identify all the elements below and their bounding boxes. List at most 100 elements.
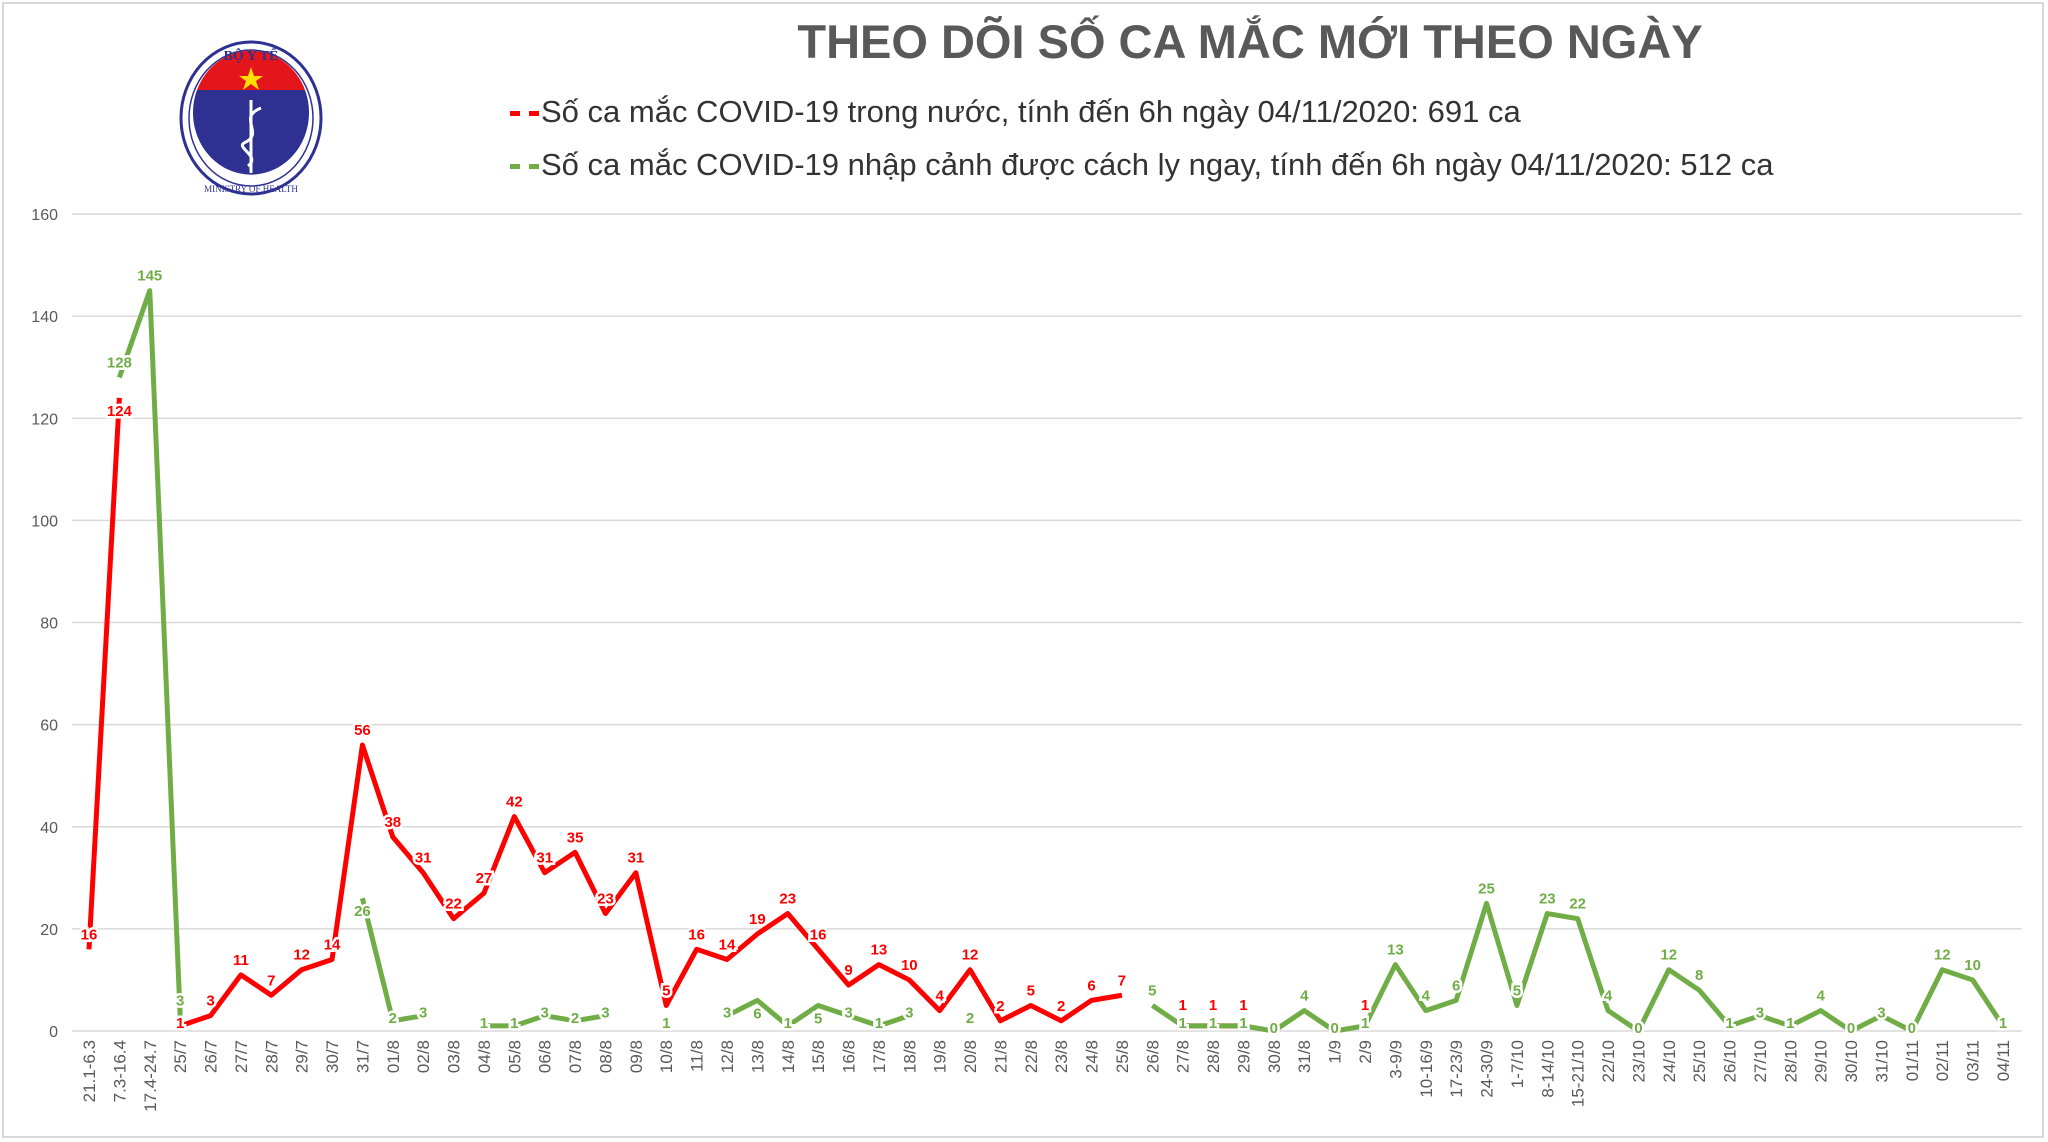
- x-tick-label: 17.4-24.7: [141, 1040, 160, 1112]
- x-tick-label: 11/8: [688, 1040, 707, 1072]
- series-line-1: [1150, 900, 2006, 1034]
- data-label: 23: [779, 891, 796, 908]
- x-tick-label: 12/8: [718, 1040, 737, 1073]
- data-label: 1: [510, 1015, 518, 1032]
- x-tick-label: 2/9: [1356, 1040, 1375, 1064]
- svg-text:MINISTRY OF HEALTH: MINISTRY OF HEALTH: [204, 184, 298, 194]
- data-label: 3: [206, 993, 214, 1010]
- data-label: 31: [536, 850, 553, 867]
- y-tick-label: 20: [40, 922, 58, 939]
- data-label: 16: [688, 926, 705, 943]
- x-tick-label: 01/8: [384, 1040, 403, 1073]
- x-tick-label: 07/8: [566, 1040, 585, 1073]
- data-label: 6: [753, 1005, 761, 1022]
- data-label: 12: [293, 947, 310, 964]
- x-tick-label: 28/8: [1204, 1040, 1223, 1073]
- x-tick-label: 31/7: [353, 1040, 372, 1073]
- x-tick-label: 04/8: [475, 1040, 494, 1073]
- x-tick-label: 24-30/9: [1478, 1040, 1497, 1098]
- x-tick-label: 17-23/9: [1447, 1040, 1466, 1098]
- x-tick-label: 15-21/10: [1569, 1040, 1588, 1107]
- data-label: 8: [1695, 967, 1703, 984]
- series-line-0: [179, 742, 1123, 1029]
- x-tick-label: 04/11: [1994, 1040, 2013, 1081]
- data-label: 12: [962, 947, 979, 964]
- x-tick-label: 27/10: [1751, 1040, 1770, 1083]
- data-label: 1: [480, 1015, 488, 1032]
- data-label: 31: [628, 850, 645, 867]
- data-label: 3: [601, 1005, 609, 1022]
- data-label: 3: [541, 1005, 549, 1022]
- data-label: 25: [1478, 880, 1495, 897]
- data-label: 5: [1027, 982, 1035, 999]
- data-label: 0: [1908, 1020, 1916, 1037]
- x-tick-label: 20/8: [961, 1040, 980, 1073]
- data-label: 1: [1239, 997, 1247, 1014]
- series-line-1: [725, 997, 911, 1029]
- data-label: 2: [389, 1010, 397, 1027]
- data-label: 1: [1179, 1015, 1187, 1032]
- data-label: 2: [571, 1010, 579, 1027]
- data-label: 9: [844, 962, 852, 979]
- data-label: 4: [935, 988, 944, 1005]
- data-label: 31: [415, 850, 432, 867]
- data-label: 0: [1330, 1020, 1338, 1037]
- data-label: 1: [784, 1015, 792, 1032]
- data-label: 2: [996, 998, 1004, 1015]
- data-label: 12: [1934, 947, 1951, 964]
- x-tick-label: 29/8: [1234, 1040, 1253, 1073]
- y-tick-label: 120: [31, 411, 58, 428]
- data-label: 5: [662, 982, 670, 999]
- x-tick-label: 10/8: [657, 1040, 676, 1073]
- data-label: 128: [107, 354, 132, 371]
- x-tick-label: 26/8: [1143, 1040, 1162, 1073]
- x-tick-label: 30/10: [1842, 1040, 1861, 1083]
- legend-marker-green: [529, 164, 539, 170]
- data-label: 3: [176, 993, 184, 1010]
- x-tick-label: 06/8: [536, 1040, 555, 1073]
- chart-title: THEO DÕI SỐ CA MẮC MỚI THEO NGÀY: [797, 15, 1703, 68]
- x-tick-label: 28/10: [1781, 1040, 1800, 1083]
- x-tick-label: 28/7: [262, 1040, 281, 1073]
- series-line-1: [117, 288, 183, 1016]
- data-label: 38: [384, 814, 401, 831]
- data-label: 6: [1087, 977, 1095, 994]
- data-label: 1: [1361, 1015, 1369, 1032]
- data-label: 3: [419, 1005, 427, 1022]
- x-tick-label: 30/8: [1265, 1040, 1284, 1073]
- data-label: 11: [233, 952, 249, 969]
- x-tick-label: 16/8: [840, 1040, 859, 1073]
- data-label: 13: [1387, 942, 1404, 959]
- legend-item-domestic: Số ca mắc COVID-19 trong nước, tính đến …: [510, 94, 1521, 130]
- data-label: 3: [1877, 1005, 1885, 1022]
- data-label: 1: [662, 1015, 670, 1032]
- x-tick-label: 19/8: [931, 1040, 950, 1073]
- svg-text:BỘ Y TẾ: BỘ Y TẾ: [224, 47, 279, 64]
- x-tick-label: 21/8: [991, 1040, 1010, 1073]
- legend-marker-red: [529, 111, 539, 117]
- data-label: 3: [1756, 1005, 1764, 1022]
- y-tick-label: 40: [40, 820, 58, 837]
- data-label: 22: [445, 896, 462, 913]
- x-tick-label: 27/8: [1174, 1040, 1193, 1073]
- data-label: 26: [354, 903, 371, 920]
- x-tick-label: 3-9/9: [1386, 1040, 1405, 1079]
- x-tick-label: 03/11: [1964, 1040, 1983, 1081]
- legend-label: Số ca mắc COVID-19 trong nước, tính đến …: [541, 94, 1521, 129]
- data-label: 7: [267, 972, 275, 989]
- x-tick-label: 30/7: [323, 1040, 342, 1073]
- x-tick-label: 09/8: [627, 1040, 646, 1073]
- x-tick-label: 14/8: [779, 1040, 798, 1073]
- data-label: 0: [1270, 1020, 1278, 1037]
- x-tick-label: 22/10: [1599, 1040, 1618, 1083]
- data-label: 3: [844, 1005, 852, 1022]
- x-tick-label: 05/8: [505, 1040, 524, 1073]
- legend-marker-red: [510, 111, 520, 117]
- ministry-of-health-logo: BỘ Y TẾ MINISTRY OF HEALTH: [179, 40, 323, 196]
- data-label: 1: [1725, 1015, 1733, 1032]
- x-tick-label: 27/7: [232, 1040, 251, 1073]
- x-tick-label: 10-16/9: [1417, 1040, 1436, 1098]
- data-label: 4: [1604, 988, 1613, 1005]
- data-label: 5: [1148, 982, 1156, 999]
